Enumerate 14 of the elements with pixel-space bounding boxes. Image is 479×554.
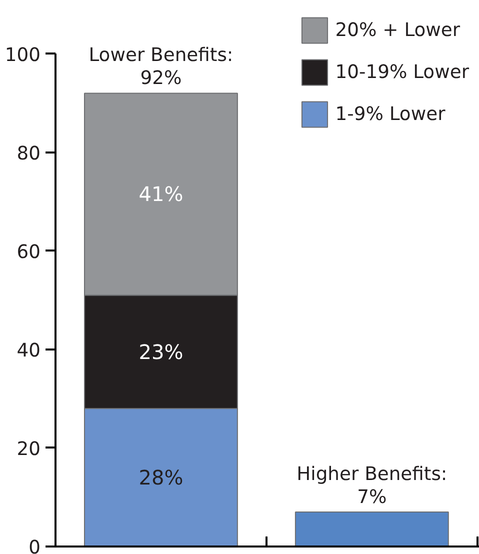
y-tick-label: 0 bbox=[28, 538, 41, 554]
data-label: 41% bbox=[138, 182, 184, 206]
legend-label: 10-19% Lower bbox=[335, 62, 469, 82]
data-label: 23% bbox=[138, 340, 184, 364]
annotation: Lower Benefits: 92% bbox=[88, 45, 234, 90]
y-tick-label: 20 bbox=[16, 438, 41, 460]
y-tick-label: 40 bbox=[16, 340, 41, 362]
y-tick-label: 100 bbox=[4, 44, 40, 66]
legend-label: 20% + Lower bbox=[335, 20, 460, 40]
y-tick-label: 60 bbox=[16, 242, 41, 263]
annotation: Higher Benefits: 7% bbox=[296, 464, 448, 508]
data-label: 28% bbox=[138, 466, 184, 490]
legend-label: 1-9% Lower bbox=[335, 104, 446, 124]
y-tick-label: 80 bbox=[16, 143, 41, 164]
